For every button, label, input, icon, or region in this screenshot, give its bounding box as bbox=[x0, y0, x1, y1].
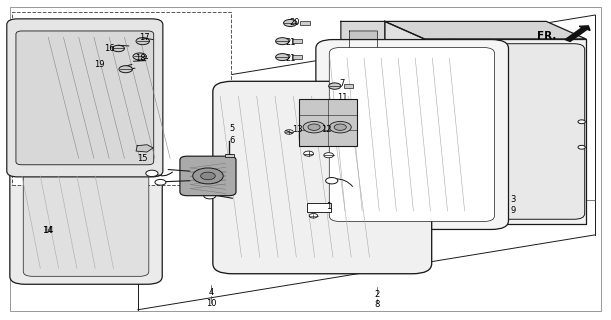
Bar bbox=[300, 21, 310, 25]
Text: 7: 7 bbox=[339, 79, 345, 88]
Text: 19: 19 bbox=[94, 60, 104, 69]
Text: 16: 16 bbox=[104, 44, 114, 53]
Text: 21: 21 bbox=[285, 38, 296, 47]
Text: 14: 14 bbox=[42, 226, 53, 235]
Polygon shape bbox=[425, 39, 586, 224]
Text: 9: 9 bbox=[510, 206, 516, 215]
Text: 6: 6 bbox=[230, 136, 235, 145]
Circle shape bbox=[119, 66, 133, 73]
Bar bbox=[12, 12, 231, 186]
Circle shape bbox=[133, 53, 147, 60]
Text: 10: 10 bbox=[206, 299, 216, 308]
Polygon shape bbox=[385, 21, 586, 39]
Circle shape bbox=[329, 122, 351, 133]
Circle shape bbox=[326, 178, 338, 184]
Text: 21: 21 bbox=[285, 53, 296, 62]
Text: 5: 5 bbox=[230, 124, 235, 132]
Circle shape bbox=[324, 153, 334, 158]
FancyBboxPatch shape bbox=[180, 156, 236, 196]
Text: 2: 2 bbox=[375, 290, 380, 299]
Circle shape bbox=[334, 124, 346, 130]
FancyBboxPatch shape bbox=[316, 40, 508, 229]
Circle shape bbox=[276, 53, 289, 60]
Text: 8: 8 bbox=[375, 300, 380, 308]
Text: 20: 20 bbox=[290, 19, 301, 28]
Circle shape bbox=[303, 122, 325, 133]
Circle shape bbox=[309, 213, 318, 218]
Text: 13: 13 bbox=[292, 125, 303, 134]
Text: 17: 17 bbox=[139, 33, 150, 42]
Bar bbox=[299, 100, 357, 146]
Circle shape bbox=[304, 151, 313, 156]
Text: 3: 3 bbox=[510, 195, 516, 204]
Circle shape bbox=[308, 124, 320, 130]
FancyArrow shape bbox=[565, 26, 590, 42]
Text: 14: 14 bbox=[43, 226, 54, 235]
FancyBboxPatch shape bbox=[16, 31, 154, 165]
Circle shape bbox=[578, 145, 585, 149]
Circle shape bbox=[329, 83, 341, 89]
FancyBboxPatch shape bbox=[423, 44, 585, 219]
Text: 1: 1 bbox=[326, 202, 331, 211]
Circle shape bbox=[155, 180, 166, 185]
Circle shape bbox=[284, 20, 297, 27]
Circle shape bbox=[285, 130, 293, 134]
Polygon shape bbox=[385, 21, 425, 224]
Bar bbox=[307, 203, 331, 212]
Text: 15: 15 bbox=[137, 154, 148, 163]
Text: 4: 4 bbox=[208, 288, 214, 297]
Bar bbox=[344, 84, 353, 88]
Text: 12: 12 bbox=[321, 125, 332, 134]
Circle shape bbox=[276, 38, 289, 45]
FancyBboxPatch shape bbox=[329, 48, 494, 221]
Circle shape bbox=[136, 38, 150, 45]
Text: 18: 18 bbox=[136, 53, 146, 62]
Text: 11: 11 bbox=[337, 93, 347, 102]
Text: FR.: FR. bbox=[536, 31, 556, 41]
Bar bbox=[292, 39, 302, 43]
Circle shape bbox=[578, 120, 585, 124]
Circle shape bbox=[146, 170, 158, 177]
Bar bbox=[225, 154, 233, 157]
Circle shape bbox=[192, 168, 223, 184]
Polygon shape bbox=[349, 31, 378, 197]
FancyBboxPatch shape bbox=[213, 81, 432, 274]
Circle shape bbox=[200, 172, 215, 180]
FancyBboxPatch shape bbox=[10, 163, 163, 284]
Circle shape bbox=[112, 45, 125, 52]
Polygon shape bbox=[136, 145, 153, 152]
Polygon shape bbox=[341, 21, 385, 206]
FancyBboxPatch shape bbox=[23, 171, 149, 276]
Circle shape bbox=[203, 193, 216, 199]
Bar bbox=[292, 55, 302, 59]
FancyBboxPatch shape bbox=[7, 19, 163, 177]
